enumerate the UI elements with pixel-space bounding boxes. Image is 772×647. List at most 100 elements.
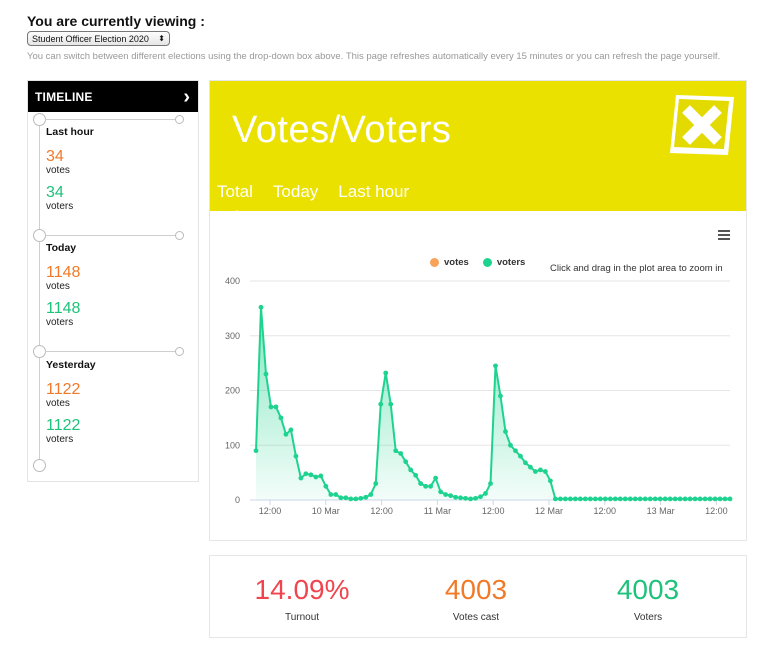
voters-point xyxy=(557,496,563,502)
section-votes-caption: votes xyxy=(46,165,70,176)
voters-point xyxy=(702,496,708,502)
voters-value: 4003 xyxy=(616,574,680,605)
voters-point xyxy=(298,475,304,481)
tab-today[interactable]: Today xyxy=(272,182,319,201)
voters-point xyxy=(438,489,444,495)
voters-point xyxy=(268,404,274,410)
section-voters-caption: voters xyxy=(46,201,74,212)
voters-point xyxy=(538,467,543,473)
voters-point xyxy=(283,431,289,437)
voters-point xyxy=(348,496,354,502)
timeline-panel: TIMELINE › Last hour 34 votes 34 voters … xyxy=(27,80,199,482)
voters-point xyxy=(388,401,394,407)
voters-point xyxy=(478,494,483,500)
section-voters: 34 xyxy=(46,184,64,201)
voters-point xyxy=(717,496,723,502)
timeline-rule xyxy=(45,119,178,120)
chart-menu-icon[interactable] xyxy=(718,230,730,240)
voters-point xyxy=(358,495,364,501)
voters-point xyxy=(263,371,269,377)
section-votes-caption: votes xyxy=(46,398,70,409)
voters-point xyxy=(258,304,264,310)
voters-point xyxy=(677,496,683,502)
x-tick-label: 12:00 xyxy=(594,506,617,516)
voters-point xyxy=(672,496,678,502)
timeline-node xyxy=(33,459,46,472)
voters-label: Voters xyxy=(633,612,663,623)
x-tick-label: 12:00 xyxy=(259,506,282,516)
section-votes-caption: votes xyxy=(46,281,70,292)
voters-point xyxy=(453,494,458,500)
voters-point xyxy=(552,496,558,502)
y-tick-label: 0 xyxy=(235,495,240,505)
voters-point xyxy=(712,496,718,502)
timeline-section-yesterday: Yesterday 1122 votes 1122 voters xyxy=(46,359,186,453)
voters-point xyxy=(647,496,653,502)
voters-point xyxy=(368,492,374,497)
tab-last-hour[interactable]: Last hour xyxy=(338,182,410,201)
voters-point xyxy=(373,481,379,486)
voters-point xyxy=(567,496,573,502)
section-label: Today xyxy=(46,242,77,254)
tab-total[interactable]: Total xyxy=(217,182,253,218)
votes-voters-chart[interactable]: 400 300 200 100 0 12:00 10 Mar 12:00 11 Mar 12:00… xyxy=(210,271,746,561)
voters-point xyxy=(727,496,733,502)
voters-point xyxy=(473,495,478,501)
voters-point xyxy=(542,469,548,474)
chart-legend: votes voters xyxy=(430,257,539,268)
voters-point xyxy=(587,496,593,502)
voters-point xyxy=(408,467,414,473)
section-votes: 1122 xyxy=(46,381,81,398)
voters-point xyxy=(273,404,279,410)
voters-point xyxy=(423,483,429,489)
stats-card: 14.09% Turnout 4003 Votes cast 4003 Vote… xyxy=(209,555,747,638)
section-voters-caption: voters xyxy=(46,434,74,445)
y-tick-label: 200 xyxy=(225,386,240,396)
voters-point xyxy=(443,492,448,497)
voters-point xyxy=(293,453,299,459)
voters-point xyxy=(642,496,648,502)
legend-dot-votes xyxy=(430,258,439,267)
x-tick-label: 12 Mar xyxy=(535,506,563,516)
timeline-header[interactable]: TIMELINE › xyxy=(28,81,198,112)
votes-cast-value: 4003 xyxy=(444,574,508,605)
voters-point xyxy=(602,496,608,502)
timeline-node-end xyxy=(175,115,184,124)
voters-point xyxy=(363,494,369,500)
banner: Votes/Voters Total Today Last hour xyxy=(210,81,746,218)
x-tick-label: 12:00 xyxy=(370,506,393,516)
x-tick-label: 12:00 xyxy=(705,506,728,516)
voters-point xyxy=(547,478,553,484)
voters-point xyxy=(468,496,473,502)
voters-point xyxy=(328,492,334,497)
zoom-hint: Click and drag in the plot area to zoom … xyxy=(550,263,723,274)
voters-point xyxy=(493,363,498,369)
voters-point xyxy=(403,459,409,465)
legend-item-votes[interactable]: votes xyxy=(430,257,469,268)
voters-point xyxy=(253,448,259,454)
voters-point xyxy=(518,453,523,459)
voters-point xyxy=(513,448,518,454)
voters-point xyxy=(592,496,598,502)
voters-point xyxy=(503,429,508,434)
voters-area xyxy=(256,307,730,500)
legend-item-voters[interactable]: voters xyxy=(482,257,525,268)
voters-point xyxy=(313,474,319,480)
legend-label-votes: votes xyxy=(444,257,469,268)
voters-point xyxy=(697,496,703,502)
voters-point xyxy=(687,496,693,502)
legend-dot-voters xyxy=(482,258,492,267)
voters-point xyxy=(433,475,439,481)
voters-point xyxy=(577,496,583,502)
voters-point xyxy=(333,492,339,497)
voters-point xyxy=(378,401,384,407)
x-tick-label: 12:00 xyxy=(482,506,505,516)
voters-point xyxy=(343,495,349,501)
chevron-right-icon[interactable]: › xyxy=(183,85,190,108)
voters-point xyxy=(448,493,453,499)
election-select[interactable]: Student Officer Election 2020 ⬍ xyxy=(27,31,170,46)
voters-point xyxy=(323,483,329,489)
timeline-rule xyxy=(45,351,178,352)
voters-point xyxy=(318,473,324,479)
voters-point xyxy=(533,469,538,474)
